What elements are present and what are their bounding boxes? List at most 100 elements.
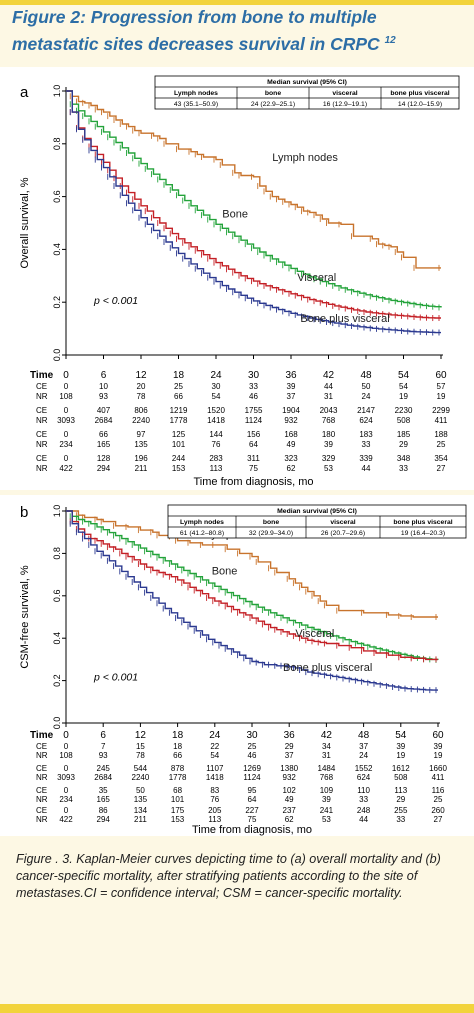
risk-table-nr-value: 24 xyxy=(362,392,371,401)
y-tick-label: 0.8 xyxy=(52,138,62,151)
risk-table-nr-value: 1124 xyxy=(245,416,263,425)
risk-table-nr-value: 108 xyxy=(59,392,73,401)
bottom-accent-bar xyxy=(0,1004,474,1013)
risk-table-time: 12 xyxy=(135,730,147,741)
y-tick-label: 0.0 xyxy=(52,717,62,730)
risk-table-nr-value: 3093 xyxy=(57,773,75,782)
risk-table-nr-value: 2240 xyxy=(132,773,150,782)
median-table-header: bone plus visceral xyxy=(393,519,452,526)
series-label-bone-plus-visceral: Bone plus visceral xyxy=(300,313,389,325)
y-tick-label: 0.2 xyxy=(52,296,62,309)
risk-table-ce-label: CE xyxy=(36,454,47,463)
risk-table-nr-label: NR xyxy=(36,751,48,760)
risk-table-nr-value: 153 xyxy=(171,815,185,824)
curve-bone xyxy=(66,90,442,308)
censor-marks-lymph-nodes xyxy=(69,93,440,271)
risk-table-nr-value: 19 xyxy=(399,392,408,401)
risk-table-ce-value: 109 xyxy=(320,786,334,795)
risk-table-nr-label: NR xyxy=(36,773,48,782)
risk-table-nr-value: 46 xyxy=(248,751,257,760)
risk-table-nr-value: 27 xyxy=(437,464,446,473)
risk-table-nr-value: 24 xyxy=(359,751,368,760)
risk-table-nr-value: 932 xyxy=(284,416,298,425)
p-value-annotation: p < 0.001 xyxy=(93,672,138,684)
risk-table-nr-value: 33 xyxy=(399,464,408,473)
overall-survival-chart: a 0.0 0.2 0.4 0.6 0.8 1.0 Overall survival, % Ly… xyxy=(19,75,460,488)
series-label-lymph-nodes: Lymph nodes xyxy=(272,152,338,164)
risk-table-ce-value: 260 xyxy=(431,806,445,815)
risk-table-ce-value: 0 xyxy=(64,764,69,773)
risk-table-ce-value: 50 xyxy=(136,786,145,795)
risk-table-ce-value: 102 xyxy=(283,786,297,795)
risk-table-ce-value: 0 xyxy=(64,806,69,815)
risk-table-nr-value: 66 xyxy=(173,751,182,760)
risk-table-nr-value: 3093 xyxy=(57,416,75,425)
risk-table-ce-value: 22 xyxy=(210,742,219,751)
median-table-value: 26 (20.7–29.6) xyxy=(321,530,365,537)
risk-table-nr-value: 25 xyxy=(437,440,446,449)
risk-table-time: 48 xyxy=(360,370,372,381)
risk-table-nr-value: 33 xyxy=(359,795,368,804)
risk-table-nr-value: 33 xyxy=(362,440,371,449)
risk-table-nr-value: 53 xyxy=(324,464,333,473)
risk-table-nr-value: 29 xyxy=(399,440,408,449)
risk-table-nr-value: 66 xyxy=(174,392,183,401)
risk-table-ce-value: 68 xyxy=(173,786,182,795)
risk-table-ce-value: 97 xyxy=(137,430,146,439)
y-axis-label: Overall survival, % xyxy=(19,177,31,268)
risk-table-ce-value: 156 xyxy=(247,430,261,439)
censor-marks-bone xyxy=(69,101,440,311)
risk-table-time: 18 xyxy=(172,730,184,741)
risk-table-nr-value: 1778 xyxy=(170,416,188,425)
risk-table-ce-label: CE xyxy=(36,764,47,773)
median-table-header: visceral xyxy=(330,519,355,526)
median-table-header: bone xyxy=(265,90,281,97)
figure-title: Figure 2: Progression from bone to multi… xyxy=(12,6,464,56)
median-table-header: bone plus visceral xyxy=(390,90,449,97)
risk-table-ce-value: 15 xyxy=(136,742,145,751)
risk-table-nr-value: 49 xyxy=(285,795,294,804)
median-table-title: Median survival (95% CI) xyxy=(277,508,357,515)
risk-table-ce-label: CE xyxy=(36,382,47,391)
risk-table-time: 30 xyxy=(246,730,258,741)
risk-table-nr-label: NR xyxy=(36,392,48,401)
risk-table-nr-value: 49 xyxy=(287,440,296,449)
risk-table-ce-value: 323 xyxy=(284,454,298,463)
median-table-header: Lymph nodes xyxy=(174,90,218,97)
risk-table-ce-value: 0 xyxy=(64,742,69,751)
risk-table-ce-value: 1380 xyxy=(280,764,298,773)
censor-marks-bone-plus-visceral xyxy=(69,520,437,694)
x-axis-label: Time from diagnosis, mo xyxy=(192,824,312,836)
curve-bone-plus-visceral xyxy=(66,510,438,691)
risk-table-nr-value: 113 xyxy=(210,464,223,473)
risk-table-ce-value: 248 xyxy=(357,806,371,815)
risk-table-nr-value: 153 xyxy=(172,464,186,473)
risk-table-ce-value: 25 xyxy=(248,742,257,751)
y-axis-label: CSM-free survival, % xyxy=(19,565,31,669)
risk-table-ce-value: 50 xyxy=(362,382,371,391)
risk-table-time: 42 xyxy=(321,730,333,741)
risk-table-ce-value: 7 xyxy=(101,742,106,751)
risk-table-nr-value: 54 xyxy=(210,751,219,760)
median-table-frame xyxy=(154,75,460,110)
risk-table-ce-value: 144 xyxy=(209,430,223,439)
risk-table-nr-value: 33 xyxy=(396,815,405,824)
risk-table-ce-value: 1219 xyxy=(170,406,188,415)
risk-table-nr-value: 768 xyxy=(322,416,336,425)
risk-table-ce-value: 54 xyxy=(399,382,408,391)
risk-table-nr-value: 31 xyxy=(324,392,333,401)
risk-table-ce-value: 44 xyxy=(324,382,333,391)
risk-table-ce-value: 245 xyxy=(97,764,111,773)
csm-free-survival-chart: b 0.0 0.2 0.4 0.6 0.8 1.0 CSM-free survival, % L… xyxy=(19,504,467,836)
risk-table-ce-value: 311 xyxy=(247,454,260,463)
risk-table-time: 48 xyxy=(358,730,370,741)
risk-table-ce-value: 1520 xyxy=(207,406,225,415)
risk-table-nr-value: 53 xyxy=(322,815,331,824)
risk-table-ce-value: 20 xyxy=(137,382,146,391)
risk-table-ce-value: 34 xyxy=(322,742,331,751)
risk-table-nr-value: 39 xyxy=(324,440,333,449)
curve-bone xyxy=(66,510,439,661)
y-tick-label: 0.4 xyxy=(52,632,62,645)
